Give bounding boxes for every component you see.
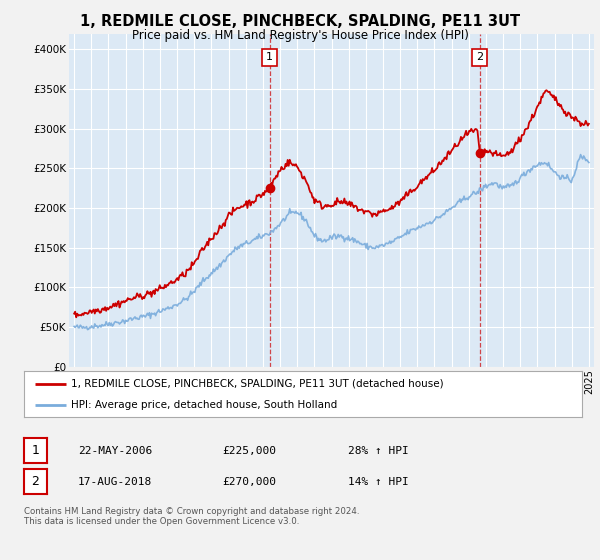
Text: Price paid vs. HM Land Registry's House Price Index (HPI): Price paid vs. HM Land Registry's House … (131, 29, 469, 42)
Text: 2: 2 (31, 475, 40, 488)
Text: 28% ↑ HPI: 28% ↑ HPI (348, 446, 409, 456)
Text: 2: 2 (476, 53, 483, 62)
Text: £270,000: £270,000 (222, 477, 276, 487)
Text: 1: 1 (31, 444, 40, 458)
Text: 1, REDMILE CLOSE, PINCHBECK, SPALDING, PE11 3UT: 1, REDMILE CLOSE, PINCHBECK, SPALDING, P… (80, 14, 520, 29)
Text: 22-MAY-2006: 22-MAY-2006 (78, 446, 152, 456)
Text: 1: 1 (266, 53, 273, 62)
Text: 17-AUG-2018: 17-AUG-2018 (78, 477, 152, 487)
Text: 1, REDMILE CLOSE, PINCHBECK, SPALDING, PE11 3UT (detached house): 1, REDMILE CLOSE, PINCHBECK, SPALDING, P… (71, 379, 444, 389)
Text: 14% ↑ HPI: 14% ↑ HPI (348, 477, 409, 487)
Text: £225,000: £225,000 (222, 446, 276, 456)
Text: Contains HM Land Registry data © Crown copyright and database right 2024.
This d: Contains HM Land Registry data © Crown c… (24, 507, 359, 526)
Text: HPI: Average price, detached house, South Holland: HPI: Average price, detached house, Sout… (71, 400, 338, 410)
